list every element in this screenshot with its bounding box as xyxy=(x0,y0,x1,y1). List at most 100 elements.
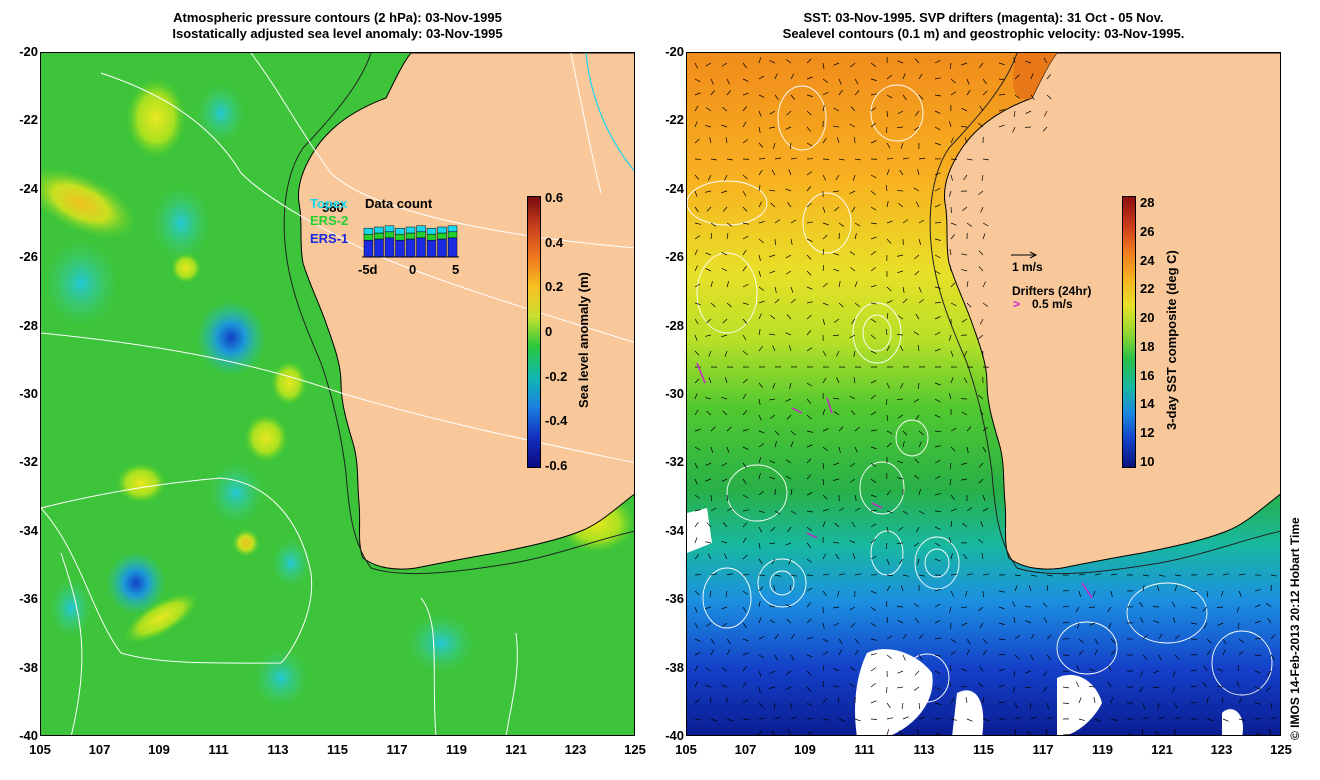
warm-coastal-water xyxy=(1012,53,1057,100)
velocity-arrow xyxy=(870,667,877,672)
velocity-arrow xyxy=(822,494,828,500)
velocity-arrow xyxy=(1029,702,1032,709)
right-lon-tick: 113 xyxy=(913,742,935,757)
velocity-arrow xyxy=(833,125,840,128)
velocity-arrow xyxy=(786,670,792,675)
velocity-arrow xyxy=(705,462,712,466)
velocity-arrow xyxy=(769,686,776,689)
velocity-arrow xyxy=(694,350,700,356)
velocity-arrow xyxy=(853,377,856,384)
velocity-arrow xyxy=(806,94,813,97)
velocity-arrow xyxy=(934,493,941,496)
velocity-arrow xyxy=(978,190,984,196)
velocity-arrow xyxy=(934,510,942,512)
velocity-arrow xyxy=(1078,718,1085,721)
legend-topex: Topex xyxy=(310,196,348,211)
velocity-arrow xyxy=(774,298,780,304)
velocity-arrow xyxy=(822,508,829,512)
velocity-arrow xyxy=(1153,670,1160,674)
velocity-arrow xyxy=(742,92,749,96)
velocity-arrow xyxy=(1239,734,1240,735)
velocity-arrow xyxy=(694,409,699,416)
left-lon-tick: 109 xyxy=(148,742,170,757)
velocity-arrow xyxy=(721,462,728,467)
right-lat-tick: -38 xyxy=(665,659,684,675)
velocity-arrow xyxy=(806,110,812,116)
velocity-arrow xyxy=(870,653,877,656)
velocity-arrow xyxy=(721,124,728,128)
velocity-arrow xyxy=(785,332,792,336)
velocity-arrow xyxy=(705,622,712,627)
velocity-arrow xyxy=(806,398,812,404)
sst-colorbar-tick: 10 xyxy=(1140,454,1155,469)
velocity-arrow xyxy=(978,538,984,544)
velocity-arrow xyxy=(1172,670,1176,677)
velocity-arrow xyxy=(870,190,876,196)
sealevel-contours xyxy=(687,84,1273,703)
velocity-arrow xyxy=(870,538,876,544)
velocity-arrow xyxy=(705,190,712,193)
velocity-arrow xyxy=(790,157,797,160)
velocity-arrow xyxy=(950,494,955,501)
velocity-arrow xyxy=(822,137,827,144)
velocity-arrow xyxy=(721,396,728,400)
velocity-arrow xyxy=(1092,590,1096,597)
velocity-arrow xyxy=(897,414,904,419)
velocity-arrow xyxy=(833,334,840,337)
velocity-arrow xyxy=(742,622,747,628)
velocity-arrow xyxy=(870,78,877,81)
velocity-arrow xyxy=(886,169,890,176)
velocity-arrow xyxy=(849,251,856,256)
velocity-arrow xyxy=(758,542,761,549)
velocity-arrow xyxy=(966,89,971,96)
velocity-arrow xyxy=(902,430,908,436)
velocity-arrow xyxy=(694,554,700,560)
velocity-arrow xyxy=(885,329,888,336)
data-count-bar xyxy=(405,238,416,258)
left-lat-tick: -22 xyxy=(19,112,38,128)
velocity-arrow xyxy=(913,603,920,608)
velocity-arrow xyxy=(886,558,890,565)
velocity-arrow xyxy=(726,446,730,453)
velocity-arrow xyxy=(918,489,921,496)
velocity-arrow xyxy=(934,254,941,259)
velocity-arrow xyxy=(758,382,763,388)
velocity-arrow xyxy=(886,702,891,709)
velocity-arrow xyxy=(833,668,840,672)
velocity-arrow xyxy=(850,267,856,272)
velocity-arrow xyxy=(786,414,792,420)
velocity-arrow xyxy=(710,649,715,656)
velocity-arrow xyxy=(897,110,904,115)
velocity-arrow xyxy=(886,238,892,244)
velocity-arrow xyxy=(870,555,877,560)
data-count-bar xyxy=(416,237,426,258)
velocity-arrow xyxy=(835,553,840,560)
velocity-arrow xyxy=(1042,602,1048,608)
right-lon-tick: 123 xyxy=(1210,742,1233,757)
velocity-arrow xyxy=(849,540,856,544)
velocity-arrow xyxy=(705,606,712,609)
velocity-arrow xyxy=(949,606,952,613)
velocity-arrow xyxy=(854,638,860,644)
velocity-arrow xyxy=(833,478,840,481)
velocity-arrow xyxy=(822,698,828,704)
velocity-arrow xyxy=(950,520,952,528)
velocity-arrow xyxy=(961,62,968,66)
velocity-arrow xyxy=(822,105,825,112)
velocity-arrow xyxy=(742,334,747,341)
velocity-arrow xyxy=(886,600,888,608)
velocity-arrow xyxy=(769,398,776,401)
velocity-arrow xyxy=(835,174,840,181)
velocity-arrow xyxy=(710,718,717,722)
velocity-arrow xyxy=(836,137,840,144)
velocity-arrow xyxy=(1222,573,1229,576)
velocity-arrow xyxy=(1222,638,1227,645)
velocity-arrow xyxy=(934,445,941,448)
velocity-arrow xyxy=(705,478,712,482)
velocity-arrow xyxy=(963,350,968,357)
right-lat-tick: -22 xyxy=(665,112,684,128)
velocity-arrow xyxy=(1217,685,1224,688)
imos-credit: © IMOS 14-Feb-2013 20:12 Hobart Time xyxy=(1288,517,1302,740)
velocity-arrow xyxy=(934,204,941,208)
velocity-arrow xyxy=(950,427,957,432)
